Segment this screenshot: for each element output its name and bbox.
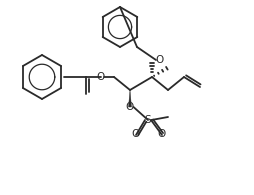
Text: O: O xyxy=(97,72,105,82)
Text: O: O xyxy=(131,129,140,139)
Text: O: O xyxy=(125,102,134,112)
Text: S: S xyxy=(144,115,151,125)
Text: O: O xyxy=(155,55,164,65)
Polygon shape xyxy=(128,90,131,107)
Text: O: O xyxy=(157,129,165,139)
